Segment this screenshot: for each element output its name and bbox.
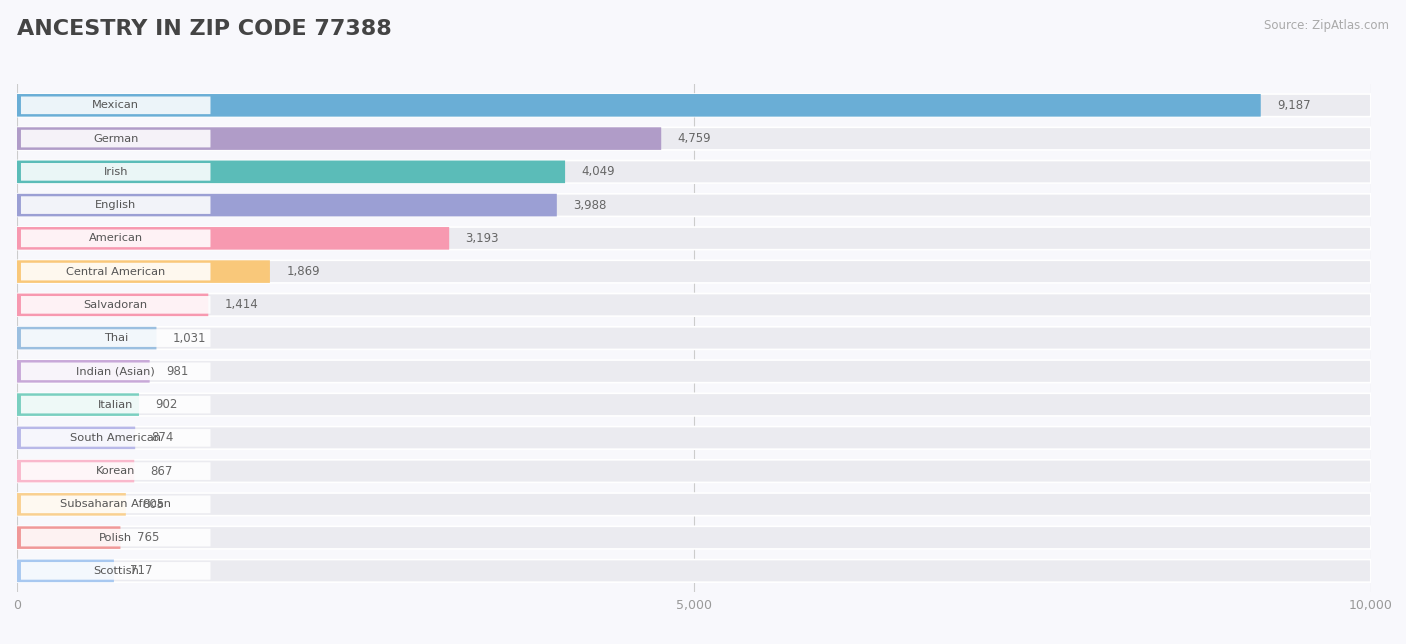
FancyBboxPatch shape [21, 329, 211, 347]
Text: 3,988: 3,988 [574, 198, 606, 212]
FancyBboxPatch shape [21, 529, 211, 546]
Text: 867: 867 [150, 464, 173, 478]
FancyBboxPatch shape [21, 196, 211, 214]
FancyBboxPatch shape [21, 296, 211, 314]
Text: 9,187: 9,187 [1277, 99, 1310, 112]
Text: 4,759: 4,759 [678, 132, 711, 145]
FancyBboxPatch shape [17, 327, 156, 350]
Text: Korean: Korean [96, 466, 135, 476]
FancyBboxPatch shape [17, 260, 1371, 283]
Text: 981: 981 [166, 365, 188, 378]
FancyBboxPatch shape [17, 294, 208, 316]
FancyBboxPatch shape [17, 227, 1371, 250]
Text: 1,031: 1,031 [173, 332, 207, 345]
FancyBboxPatch shape [21, 263, 211, 280]
FancyBboxPatch shape [17, 526, 1371, 549]
FancyBboxPatch shape [17, 426, 135, 449]
FancyBboxPatch shape [17, 227, 449, 250]
FancyBboxPatch shape [21, 495, 211, 513]
Text: Italian: Italian [98, 400, 134, 410]
FancyBboxPatch shape [17, 194, 1371, 216]
Text: 1,869: 1,869 [287, 265, 319, 278]
Text: 902: 902 [155, 398, 177, 411]
FancyBboxPatch shape [17, 360, 1371, 383]
Text: 4,049: 4,049 [581, 166, 614, 178]
Text: Subsaharan African: Subsaharan African [60, 499, 172, 509]
Text: 874: 874 [152, 431, 174, 444]
FancyBboxPatch shape [21, 562, 211, 580]
FancyBboxPatch shape [17, 560, 114, 582]
Text: Indian (Asian): Indian (Asian) [76, 366, 155, 376]
Text: English: English [96, 200, 136, 210]
Text: 3,193: 3,193 [465, 232, 499, 245]
FancyBboxPatch shape [21, 429, 211, 447]
FancyBboxPatch shape [17, 460, 134, 482]
FancyBboxPatch shape [17, 128, 1371, 150]
Text: American: American [89, 233, 143, 243]
Text: Polish: Polish [100, 533, 132, 543]
FancyBboxPatch shape [17, 393, 139, 416]
FancyBboxPatch shape [17, 393, 1371, 416]
FancyBboxPatch shape [21, 97, 211, 114]
FancyBboxPatch shape [21, 396, 211, 413]
FancyBboxPatch shape [17, 294, 1371, 316]
Text: 1,414: 1,414 [225, 298, 259, 311]
FancyBboxPatch shape [17, 260, 270, 283]
FancyBboxPatch shape [17, 327, 1371, 350]
FancyBboxPatch shape [17, 128, 661, 150]
Text: 765: 765 [136, 531, 159, 544]
Text: South American: South American [70, 433, 162, 443]
Text: ANCESTRY IN ZIP CODE 77388: ANCESTRY IN ZIP CODE 77388 [17, 19, 392, 39]
FancyBboxPatch shape [17, 493, 127, 516]
Text: Thai: Thai [104, 333, 128, 343]
FancyBboxPatch shape [17, 194, 557, 216]
Text: German: German [93, 133, 138, 144]
FancyBboxPatch shape [21, 229, 211, 247]
FancyBboxPatch shape [17, 94, 1371, 117]
Text: Central American: Central American [66, 267, 166, 276]
FancyBboxPatch shape [17, 160, 565, 183]
FancyBboxPatch shape [17, 94, 1261, 117]
FancyBboxPatch shape [17, 426, 1371, 449]
FancyBboxPatch shape [17, 493, 1371, 516]
Text: 805: 805 [142, 498, 165, 511]
FancyBboxPatch shape [21, 462, 211, 480]
Text: Mexican: Mexican [93, 100, 139, 110]
FancyBboxPatch shape [21, 363, 211, 380]
Text: Scottish: Scottish [93, 566, 139, 576]
FancyBboxPatch shape [17, 560, 1371, 582]
FancyBboxPatch shape [17, 460, 1371, 482]
FancyBboxPatch shape [17, 160, 1371, 183]
FancyBboxPatch shape [21, 163, 211, 181]
Text: Salvadoran: Salvadoran [83, 300, 148, 310]
FancyBboxPatch shape [17, 526, 121, 549]
Text: 717: 717 [131, 564, 153, 578]
Text: Irish: Irish [104, 167, 128, 177]
FancyBboxPatch shape [17, 360, 149, 383]
FancyBboxPatch shape [21, 130, 211, 147]
Text: Source: ZipAtlas.com: Source: ZipAtlas.com [1264, 19, 1389, 32]
